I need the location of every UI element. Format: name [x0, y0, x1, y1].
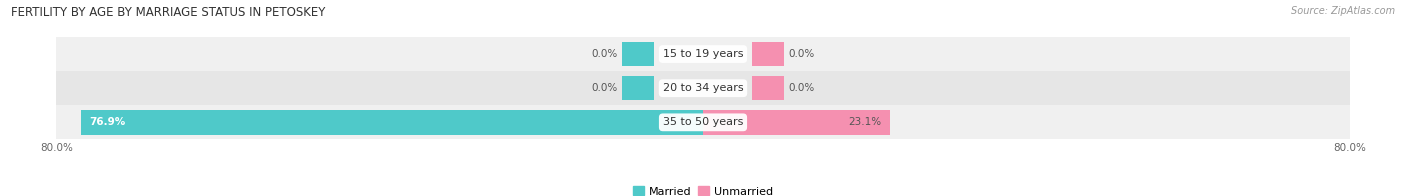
Bar — [56, 105, 1350, 139]
Text: 23.1%: 23.1% — [849, 117, 882, 127]
Text: Source: ZipAtlas.com: Source: ZipAtlas.com — [1291, 6, 1395, 16]
Bar — [621, 76, 654, 101]
Text: 20 to 34 years: 20 to 34 years — [662, 83, 744, 93]
Bar — [82, 110, 703, 135]
Text: 0.0%: 0.0% — [592, 49, 619, 59]
Bar — [621, 42, 654, 66]
Text: 35 to 50 years: 35 to 50 years — [662, 117, 744, 127]
Text: 0.0%: 0.0% — [787, 83, 814, 93]
Text: 76.9%: 76.9% — [90, 117, 125, 127]
Bar — [703, 110, 890, 135]
Text: 0.0%: 0.0% — [592, 83, 619, 93]
Bar — [56, 71, 1350, 105]
Legend: Married, Unmarried: Married, Unmarried — [628, 182, 778, 196]
Text: 15 to 19 years: 15 to 19 years — [662, 49, 744, 59]
Bar — [752, 76, 785, 101]
Text: FERTILITY BY AGE BY MARRIAGE STATUS IN PETOSKEY: FERTILITY BY AGE BY MARRIAGE STATUS IN P… — [11, 6, 326, 19]
Bar — [56, 37, 1350, 71]
Text: 0.0%: 0.0% — [787, 49, 814, 59]
Bar — [752, 42, 785, 66]
